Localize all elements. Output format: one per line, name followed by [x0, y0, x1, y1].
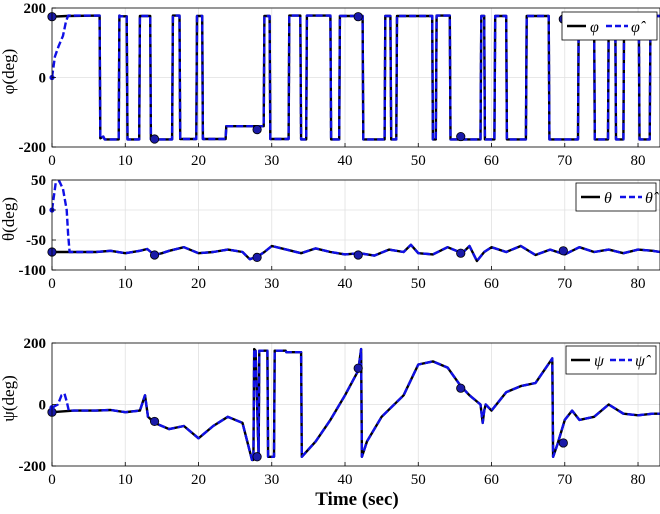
- data-marker: [353, 250, 363, 260]
- panel-psi-yticks: 200 0 -200: [19, 336, 56, 475]
- series-line-estimate: [52, 347, 660, 462]
- x-tick-label: 40: [338, 153, 353, 169]
- x-tick-label: 80: [631, 153, 646, 169]
- panel-psi-xticks: 0 10 20 30 40 50 60 70 80: [48, 462, 646, 488]
- x-tick-label: 70: [557, 472, 572, 488]
- data-marker: [149, 134, 160, 144]
- x-axis-label: Time (sec): [315, 489, 399, 510]
- panel-phi-xticks: 0 10 20 30 40 50 60 70 80: [48, 143, 646, 169]
- x-tick-label: 10: [118, 153, 133, 169]
- x-tick-label: 80: [631, 276, 646, 292]
- x-tick-label: 50: [411, 472, 426, 488]
- panel-theta: 0 10 20 30 40 50 60 70 80 50 0 -50 -100 θ(deg) θ θ̂: [0, 173, 660, 292]
- series-line-estimate: [52, 180, 660, 263]
- panel-phi-legend: φ φ̂: [561, 11, 658, 41]
- panel-theta-yticks: 50 0 -50 -100: [19, 173, 56, 279]
- x-tick-label: 80: [631, 472, 646, 488]
- x-tick-label: 40: [338, 472, 353, 488]
- x-tick-label: 70: [557, 276, 572, 292]
- x-tick-label: 20: [191, 153, 206, 169]
- panel-psi-series: [52, 347, 660, 462]
- panel-theta-legend: θ θ̂: [575, 182, 659, 212]
- data-marker: [456, 131, 466, 142]
- y-tick-label: -50: [26, 233, 46, 249]
- panel-theta-ylabel: θ(deg): [0, 197, 18, 241]
- panel-theta-series: [52, 180, 660, 263]
- y-tick-label: 50: [31, 173, 46, 189]
- data-marker: [558, 246, 568, 256]
- panel-phi-yticks: 200 0 -200: [19, 1, 56, 156]
- x-tick-label: 50: [411, 153, 426, 169]
- data-marker: [252, 452, 262, 462]
- y-tick-label: 200: [24, 1, 47, 17]
- y-tick-label: -100: [19, 263, 47, 279]
- legend-label-estimate: θ̂: [645, 190, 659, 207]
- x-tick-label: 60: [484, 472, 499, 488]
- y-tick-label: -200: [19, 459, 47, 475]
- x-tick-label: 30: [264, 153, 279, 169]
- legend-label-true: θ: [604, 190, 612, 207]
- panel-psi-ylabel: ψ(deg): [0, 375, 18, 422]
- legend-label-true: ψ: [594, 353, 605, 370]
- series-line-estimate: [52, 14, 660, 141]
- x-tick-label: 30: [264, 472, 279, 488]
- x-tick-label: 60: [484, 153, 499, 169]
- x-tick-label: 20: [191, 472, 206, 488]
- data-marker: [558, 438, 568, 448]
- x-tick-label: 0: [48, 276, 56, 292]
- panel-theta-frame: [51, 179, 660, 271]
- x-tick-label: 30: [264, 276, 279, 292]
- data-marker: [353, 363, 363, 373]
- x-tick-label: 60: [484, 276, 499, 292]
- data-marker: [456, 248, 466, 258]
- x-tick-label: 20: [191, 276, 206, 292]
- x-tick-label: 10: [118, 276, 133, 292]
- x-tick-label: 0: [48, 472, 56, 488]
- x-tick-label: 10: [118, 472, 133, 488]
- panel-phi-ylabel: φ(deg): [0, 49, 18, 95]
- data-marker: [353, 12, 363, 22]
- y-tick-label: -200: [19, 140, 47, 156]
- data-marker: [252, 252, 262, 262]
- data-marker: [252, 125, 262, 135]
- data-marker: [456, 383, 466, 393]
- data-marker: [149, 250, 160, 260]
- x-tick-label: 70: [557, 153, 572, 169]
- legend-label-true: φ: [590, 19, 599, 36]
- y-tick-label: 200: [24, 336, 47, 352]
- panel-psi-markers: [47, 363, 568, 462]
- y-tick-label: 0: [39, 203, 47, 219]
- panel-theta-xticks: 0 10 20 30 40 50 60 70 80: [48, 266, 646, 292]
- data-marker: [149, 416, 160, 427]
- y-tick-label: 0: [39, 71, 47, 87]
- panel-psi-legend: ψ ψ̂: [565, 345, 657, 375]
- x-tick-label: 40: [338, 276, 353, 292]
- x-tick-label: 0: [48, 153, 56, 169]
- x-tick-label: 50: [411, 276, 426, 292]
- y-tick-label: 0: [39, 398, 47, 414]
